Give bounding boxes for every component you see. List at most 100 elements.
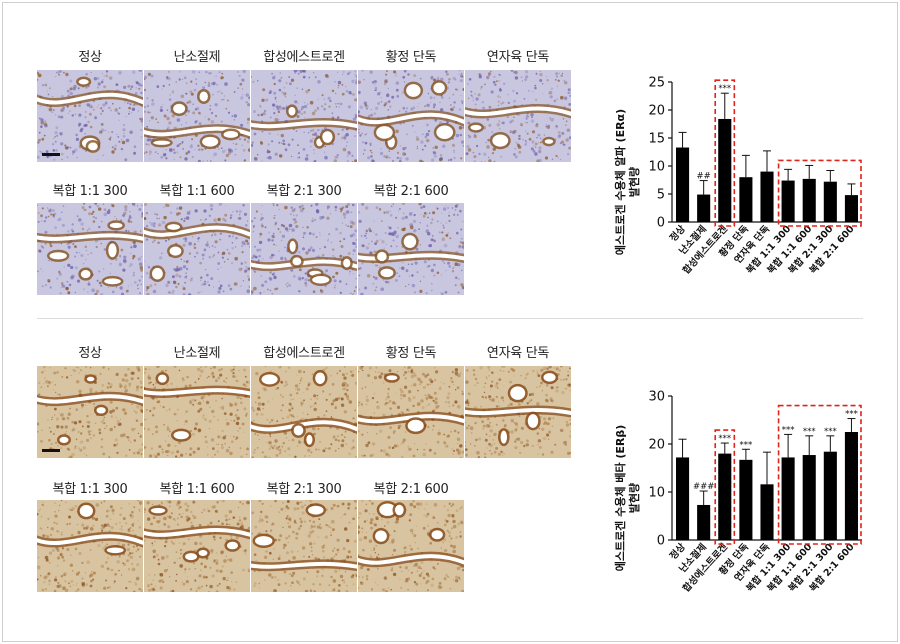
erb-micrograph [465, 366, 571, 458]
era-label-lotus-seed: 연자육 단독 [486, 50, 550, 65]
erb-label-ovx: 난소절제 [173, 346, 221, 361]
y-tick-label: 0 [657, 216, 665, 231]
highlight-box [714, 429, 736, 545]
micrograph-image [358, 500, 464, 592]
significance-marker: *** [740, 440, 753, 450]
scale-bar [42, 153, 60, 156]
bar [844, 432, 858, 540]
bar [739, 177, 753, 222]
era-label-synthetic-estrogen: 합성에스트로겐 [263, 50, 345, 65]
era-micrograph [358, 70, 464, 162]
micrograph-image [144, 366, 250, 458]
era-micrograph [144, 203, 250, 295]
era-micrograph [37, 203, 143, 295]
micrograph-image [358, 366, 464, 458]
y-axis-label-line2: 발현량 [627, 483, 641, 513]
bar [760, 484, 774, 540]
y-tick-label: 5 [657, 188, 665, 203]
era-micrograph [358, 203, 464, 295]
era-bar-chart: 에스트로겐 수용체 알파 (ERα) 발현량 0 5 10 15 20 25 정상 ## 난소절제 *… [600, 70, 890, 315]
bar [781, 457, 795, 540]
micrograph-image [251, 203, 357, 295]
y-tick-label: 30 [648, 390, 665, 405]
erb-micrograph [358, 500, 464, 592]
bar [823, 451, 837, 540]
micrograph-image [144, 70, 250, 162]
erb-label-lotus-seed: 연자육 단독 [486, 346, 550, 361]
bar [802, 455, 816, 540]
erb-bar-chart: 에스트로겐 수용체 베타 (ERβ) 발현량 0 10 20 30 정상 ### 난소절제 ***… [600, 384, 890, 639]
significance-marker: *** [824, 427, 837, 437]
era-panel: 정상 난소절제 합성에스트로겐 황정 단독 연자육 단독 복합 1:1 300 … [0, 0, 900, 318]
era-micrograph [465, 70, 571, 162]
erb-label-combo-11-600: 복합 1:1 600 [159, 482, 235, 497]
micrograph-image [144, 500, 250, 592]
y-tick-label: 10 [648, 160, 665, 175]
era-micrograph [251, 70, 357, 162]
chart-svg: 에스트로겐 수용체 알파 (ERα) 발현량0510152025정상##난소절제*… [613, 76, 862, 276]
era-label-combo-21-600: 복합 2:1 600 [373, 184, 449, 199]
bar [718, 453, 732, 540]
micrograph-image [358, 203, 464, 295]
y-tick-label: 15 [648, 132, 665, 147]
bar [802, 178, 816, 222]
era-label-ovx: 난소절제 [173, 50, 221, 65]
era-micrograph [37, 70, 143, 162]
erb-micrograph [144, 500, 250, 592]
bar [781, 180, 795, 222]
era-label-combo-21-300: 복합 2:1 300 [266, 184, 342, 199]
erb-label-normal: 정상 [78, 346, 102, 361]
erb-micrograph [251, 366, 357, 458]
era-label-combo-11-300: 복합 1:1 300 [52, 184, 128, 199]
micrograph-image [465, 70, 571, 162]
micrograph-image [37, 70, 143, 162]
micrograph-image [144, 203, 250, 295]
erb-micrograph [251, 500, 357, 592]
erb-label-combo-21-600: 복합 2:1 600 [373, 482, 449, 497]
y-tick-label: 0 [657, 534, 665, 549]
bar [760, 171, 774, 222]
erb-panel: 정상 난소절제 합성에스트로겐 황정 단독 연자육 단독 복합 1:1 300 … [0, 322, 900, 644]
era-label-hwangjeong: 황정 단독 [385, 50, 437, 65]
erb-micrograph [358, 366, 464, 458]
micrograph-image [37, 366, 143, 458]
y-axis-label: 에스트로겐 수용체 베타 (ERβ) [613, 425, 627, 572]
erb-micrograph [144, 366, 250, 458]
bar [739, 459, 753, 540]
y-tick-label: 10 [648, 486, 665, 501]
erb-label-synthetic-estrogen: 합성에스트로겐 [263, 346, 345, 361]
highlight-box [777, 159, 862, 227]
era-micrograph [251, 203, 357, 295]
significance-marker: *** [782, 425, 795, 435]
bar [697, 504, 711, 540]
y-axis-label: 에스트로겐 수용체 알파 (ERα) [613, 109, 627, 255]
era-label-normal: 정상 [78, 50, 102, 65]
erb-label-combo-21-300: 복합 2:1 300 [266, 482, 342, 497]
micrograph-image [37, 500, 143, 592]
significance-marker: *** [845, 410, 858, 420]
era-label-combo-11-600: 복합 1:1 600 [159, 184, 235, 199]
erb-label-combo-11-300: 복합 1:1 300 [52, 482, 128, 497]
erb-label-hwangjeong: 황정 단독 [385, 346, 437, 361]
micrograph-image [251, 366, 357, 458]
panel-divider [37, 318, 863, 319]
chart-svg: 에스트로겐 수용체 베타 (ERβ) 발현량0102030정상###난소절제***… [613, 390, 862, 594]
y-tick-label: 20 [648, 104, 665, 119]
bar [718, 118, 732, 222]
erb-micrograph [37, 366, 143, 458]
scale-bar [42, 449, 60, 452]
micrograph-image [251, 70, 357, 162]
y-tick-label: 25 [648, 76, 665, 91]
erb-micrograph [37, 500, 143, 592]
micrograph-image [358, 70, 464, 162]
era-micrograph [144, 70, 250, 162]
bar [823, 181, 837, 222]
significance-marker: *** [718, 84, 731, 94]
micrograph-image [251, 500, 357, 592]
bar [697, 194, 711, 222]
significance-marker: ### [693, 482, 714, 492]
significance-marker: ## [697, 172, 711, 182]
significance-marker: *** [718, 434, 731, 444]
micrograph-image [37, 203, 143, 295]
micrograph-image [465, 366, 571, 458]
